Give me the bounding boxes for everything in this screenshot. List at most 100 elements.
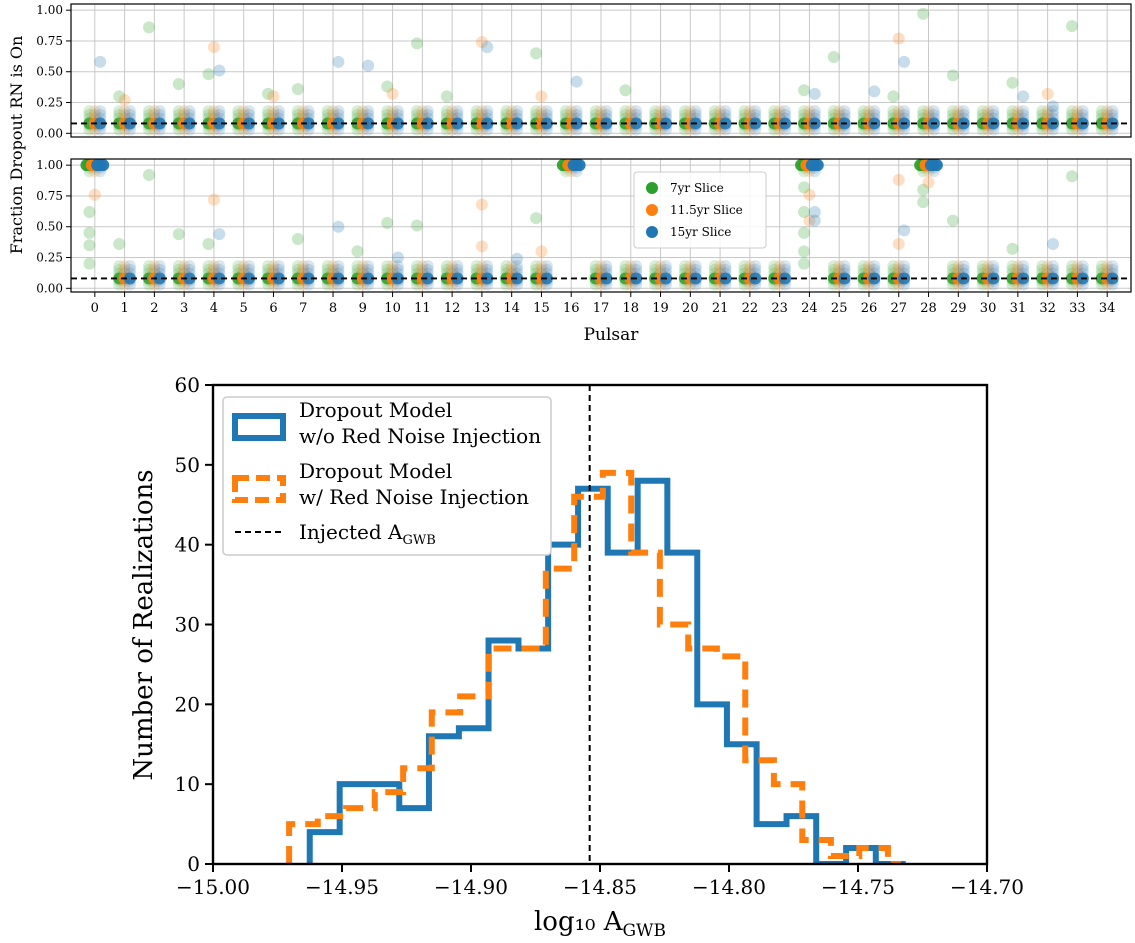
data-point-faint (481, 263, 494, 276)
x-tick-label: 24 (801, 301, 818, 316)
data-point-faint (475, 105, 488, 118)
data-point-faint (123, 263, 136, 276)
x-tick-label: 0 (91, 301, 99, 316)
data-point-faint (94, 105, 107, 118)
x-tick-label: 21 (712, 301, 729, 316)
data-point-faint (267, 260, 280, 273)
data-point-outlier (1066, 20, 1079, 33)
data-point (272, 272, 285, 285)
data-point (362, 272, 375, 285)
data-point (97, 159, 110, 172)
data-point-faint (530, 108, 543, 121)
x-tick-label: 3 (180, 301, 188, 316)
x-tick-label: 25 (831, 301, 848, 316)
y-tick-label: 1.00 (36, 3, 63, 17)
data-point (183, 117, 196, 130)
data-point-faint (302, 260, 315, 273)
data-point-faint (743, 108, 756, 121)
data-point-faint (332, 108, 345, 121)
data-point-faint (922, 108, 935, 121)
data-point-outlier (803, 188, 816, 201)
data-point-faint (749, 260, 762, 273)
data-point (332, 117, 345, 130)
histogram-y-axis-label: Number of Realizations (129, 469, 159, 780)
y-tick-label: 30 (175, 613, 200, 637)
x-tick-label: 22 (742, 301, 759, 316)
y-tick-label: 0 (187, 852, 200, 876)
data-point-faint (957, 105, 970, 118)
data-point-faint (630, 263, 643, 276)
data-point-faint (475, 260, 488, 273)
data-point-faint (952, 108, 965, 121)
data-point-faint (719, 108, 732, 121)
data-point-faint (416, 260, 429, 273)
data-point (362, 117, 375, 130)
data-point-faint (743, 105, 756, 118)
data-point-faint (708, 260, 721, 273)
data-point-faint (559, 105, 572, 118)
data-point-faint (143, 263, 156, 276)
data-point (481, 117, 494, 130)
data-point-faint (868, 105, 881, 118)
legend-label: 7yr Slice (670, 181, 724, 195)
data-point-outlier (798, 205, 811, 218)
data-point-outlier (207, 193, 220, 206)
data-point-outlier (391, 251, 404, 264)
data-point-faint (421, 108, 434, 121)
data-point-outlier (475, 198, 488, 211)
data-point-faint (957, 260, 970, 273)
data-point-faint (297, 260, 310, 273)
x-tick-label: 17 (593, 301, 610, 316)
data-point-faint (1011, 260, 1024, 273)
data-point-faint (297, 263, 310, 276)
data-point-faint (857, 260, 870, 273)
data-point-outlier (207, 41, 220, 54)
data-point-faint (862, 263, 875, 276)
data-point-faint (570, 105, 583, 118)
data-point-faint (1095, 263, 1108, 276)
x-tick-label: 26 (861, 301, 878, 316)
x-tick-label: 11 (414, 301, 431, 316)
data-point-faint (356, 263, 369, 276)
data-point-faint (291, 260, 304, 273)
data-point (451, 272, 464, 285)
data-point-outlier (332, 55, 345, 68)
data-point-faint (743, 263, 756, 276)
data-point (481, 272, 494, 285)
data-point-faint (386, 260, 399, 273)
data-point-faint (862, 108, 875, 121)
data-point-faint (148, 263, 161, 276)
data-point-faint (1046, 260, 1059, 273)
data-point-faint (689, 260, 702, 273)
data-point-faint (440, 263, 453, 276)
data-point (332, 272, 345, 285)
data-point-faint (684, 263, 697, 276)
x-tick-label: 18 (623, 301, 640, 316)
data-point-faint (749, 263, 762, 276)
x-tick-label: 34 (1099, 301, 1116, 316)
data-point-outlier (798, 257, 811, 270)
data-point-outlier (808, 205, 821, 218)
data-point-faint (118, 108, 131, 121)
y-tick-label: 1.00 (36, 158, 63, 172)
data-point-outlier (946, 69, 959, 82)
data-point (302, 272, 315, 285)
data-point (94, 117, 107, 130)
data-point-faint (1017, 263, 1030, 276)
data-point-outlier (113, 237, 126, 250)
data-point-faint (123, 105, 136, 118)
data-point-faint (1041, 263, 1054, 276)
data-point-faint (1017, 260, 1030, 273)
data-point-faint (267, 105, 280, 118)
data-point-faint (684, 260, 697, 273)
data-point (153, 117, 166, 130)
data-point-faint (153, 263, 166, 276)
data-point-faint (1106, 260, 1119, 273)
data-point-outlier (892, 173, 905, 186)
data-point-faint (719, 105, 732, 118)
data-point-faint (362, 260, 375, 273)
legend-label-line: w/ Red Noise Injection (299, 485, 529, 509)
data-point-faint (773, 260, 786, 273)
data-point-faint (689, 108, 702, 121)
